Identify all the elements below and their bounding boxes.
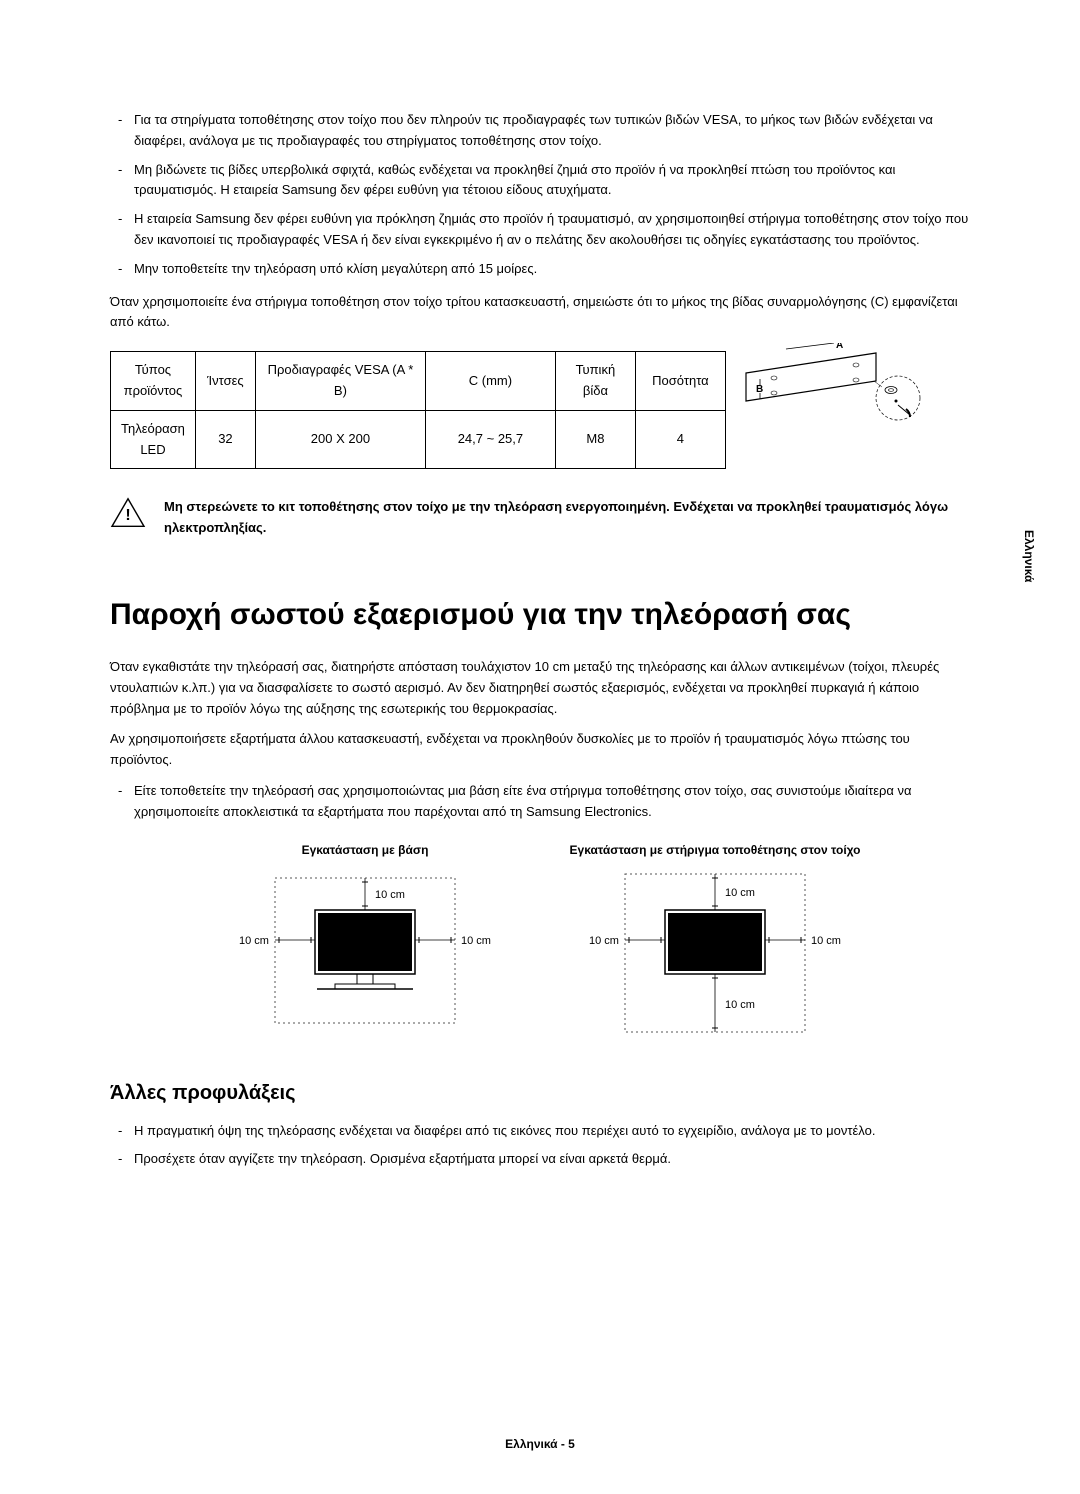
th-inches: Ίντσες	[195, 352, 255, 411]
page-footer: Ελληνικά - 5	[0, 1435, 1080, 1454]
td-vesa: 200 X 200	[255, 410, 425, 469]
wall-install-title: Εγκατάσταση με στήριγμα τοποθέτησης στον…	[565, 841, 865, 860]
installation-diagrams: Εγκατάσταση με βάση 10 cm 10 cm	[110, 841, 970, 1045]
screw-length-note: Όταν χρησιμοποιείτε ένα στήριγμα τοποθέτ…	[110, 292, 970, 334]
gap-top-label: 10 cm	[375, 889, 405, 901]
list-item: Για τα στηρίγματα τοποθέτησης στον τοίχο…	[110, 110, 970, 152]
th-vesa: Προδιαγραφές VESA (A * B)	[255, 352, 425, 411]
th-c: C (mm)	[425, 352, 555, 411]
list-item: Η εταιρεία Samsung δεν φέρει ευθύνη για …	[110, 209, 970, 251]
list-item: Προσέχετε όταν αγγίζετε την τηλεόραση. Ο…	[110, 1149, 970, 1170]
wall-mount-warnings-list: Για τα στηρίγματα τοποθέτησης στον τοίχο…	[110, 110, 970, 280]
ventilation-heading: Παροχή σωστού εξαερισμού για την τηλεόρα…	[110, 591, 970, 639]
bracket-diagram: A B	[726, 343, 936, 435]
language-side-tab: Ελληνικά	[1019, 530, 1038, 582]
list-item: Μην τοποθετείτε την τηλεόραση υπό κλίση …	[110, 259, 970, 280]
wall-install-diagram: Εγκατάσταση με στήριγμα τοποθέτησης στον…	[565, 841, 865, 1045]
warning-text: Μη στερεώνετε το κιτ τοποθέτησης στον το…	[164, 497, 970, 539]
vesa-spec-table: Τύπος προϊόντος Ίντσες Προδιαγραφές VESA…	[110, 351, 726, 469]
gap-left-label: 10 cm	[589, 935, 619, 947]
ventilation-bullets: Είτε τοποθετείτε την τηλεόρασή σας χρησι…	[110, 781, 970, 823]
td-inches: 32	[195, 410, 255, 469]
ventilation-p1: Όταν εγκαθιστάτε την τηλεόρασή σας, διατ…	[110, 657, 970, 719]
list-item: Η πραγματική όψη της τηλεόρασης ενδέχετα…	[110, 1121, 970, 1142]
electrocution-warning: ! Μη στερεώνετε το κιτ τοποθέτησης στον …	[110, 497, 970, 539]
gap-right-label: 10 cm	[461, 935, 491, 947]
gap-top-label: 10 cm	[725, 887, 755, 899]
other-precautions-heading: Άλλες προφυλάξεις	[110, 1077, 970, 1109]
th-qty: Ποσότητα	[635, 352, 725, 411]
diagram-a-label: A	[836, 343, 843, 351]
diagram-b-label: B	[756, 384, 763, 395]
list-item: Μη βιδώνετε τις βίδες υπερβολικά σφιχτά,…	[110, 160, 970, 202]
gap-left-label: 10 cm	[239, 935, 269, 947]
warning-icon: !	[110, 497, 146, 536]
list-item: Είτε τοποθετείτε την τηλεόρασή σας χρησι…	[110, 781, 970, 823]
td-c: 24,7 ~ 25,7	[425, 410, 555, 469]
th-product-type: Τύπος προϊόντος	[111, 352, 196, 411]
stand-install-diagram: Εγκατάσταση με βάση 10 cm 10 cm	[215, 841, 515, 1045]
gap-right-label: 10 cm	[811, 935, 841, 947]
svg-text:!: !	[125, 507, 130, 524]
td-qty: 4	[635, 410, 725, 469]
ventilation-p2: Αν χρησιμοποιήσετε εξαρτήματα άλλου κατα…	[110, 729, 970, 771]
other-precautions-list: Η πραγματική όψη της τηλεόρασης ενδέχετα…	[110, 1121, 970, 1171]
gap-bottom-label: 10 cm	[725, 999, 755, 1011]
th-screw: Τυπική βίδα	[555, 352, 635, 411]
stand-install-title: Εγκατάσταση με βάση	[215, 841, 515, 860]
td-product-type: Τηλεόραση LED	[111, 410, 196, 469]
td-screw: M8	[555, 410, 635, 469]
